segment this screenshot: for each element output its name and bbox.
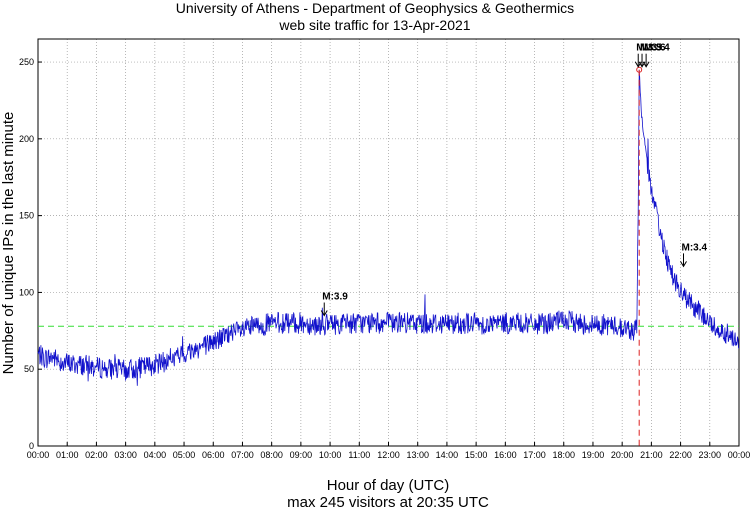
x-tick-label: 15:00	[465, 450, 488, 460]
x-axis-label: Hour of day (UTC)	[327, 477, 450, 494]
annotation-label: M:3.4	[644, 43, 670, 54]
annotation-arrow-head	[680, 261, 687, 268]
y-tick-label: 200	[19, 134, 34, 144]
x-tick-label: 10:00	[319, 450, 342, 460]
annotation-label: M:3.9	[322, 292, 348, 303]
x-tick-label: 13:00	[406, 450, 429, 460]
annotation-label: M:3.4	[682, 242, 708, 253]
x-tick-label: 01:00	[56, 450, 79, 460]
x-tick-label: 23:00	[699, 450, 722, 460]
series-layer	[37, 69, 740, 386]
y-tick-label: 0	[29, 441, 34, 451]
x-tick-label: 17:00	[523, 450, 546, 460]
traffic-line	[37, 69, 740, 386]
x-tick-label: 18:00	[552, 450, 575, 460]
y-tick-label: 250	[19, 57, 34, 67]
y-tick-label: 100	[19, 287, 34, 297]
x-tick-label: 09:00	[290, 450, 313, 460]
x-tick-label: 16:00	[494, 450, 517, 460]
x-tick-label: 00:00	[27, 450, 50, 460]
x-tick-label: 21:00	[640, 450, 663, 460]
y-tick-label: 50	[24, 364, 34, 374]
annotation-label: M:3.5	[636, 43, 662, 54]
annotation-arrow-head	[642, 61, 650, 68]
x-tick-label: 11:00	[348, 450, 370, 460]
x-tick-label: 05:00	[173, 450, 196, 460]
x-tick-label: 08:00	[260, 450, 283, 460]
y-tick-label: 150	[19, 211, 34, 221]
x-tick-label: 02:00	[85, 450, 108, 460]
y-axis-label: Number of unique IPs in the last minute	[0, 112, 17, 375]
x-tick-label: 06:00	[202, 450, 225, 460]
max-point	[636, 66, 643, 73]
x-axis-ticks: 00:00 01:00 02:00 03:00 04:00 05:00 06:00 07:00…	[27, 442, 750, 460]
y-axis-ticks: 0 50 100 150 200 250	[19, 57, 42, 451]
x-tick-label: 22:00	[669, 450, 692, 460]
annotations: M:3.9M:3.4M:3.5M:3.6M:3.4	[320, 43, 708, 317]
annotation-label: M:3.6	[640, 43, 666, 54]
x-tick-label: 00:00	[728, 450, 750, 460]
x-tick-label: 07:00	[231, 450, 254, 460]
x-tick-label: 04:00	[144, 450, 167, 460]
x-tick-label: 14:00	[436, 450, 459, 460]
x-tick-label: 12:00	[377, 450, 400, 460]
max-marker-layer	[636, 66, 643, 446]
x-tick-label: 19:00	[582, 450, 605, 460]
footer-max-note: max 245 visitors at 20:35 UTC	[287, 494, 489, 511]
x-tick-label: 03:00	[114, 450, 137, 460]
x-tick-label: 20:00	[611, 450, 634, 460]
chart-title: University of Athens - Department of Geo…	[176, 0, 574, 16]
chart-subtitle: web site traffic for 13-Apr-2021	[278, 17, 470, 33]
annotation-arrow-head	[320, 310, 328, 317]
grid-lines	[38, 39, 739, 446]
